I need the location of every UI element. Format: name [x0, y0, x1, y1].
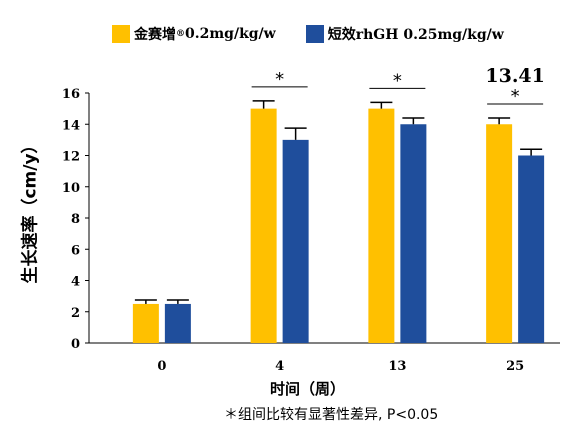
y-tick-label: 2 [71, 306, 80, 321]
x-tick-label: 25 [506, 359, 524, 374]
y-tick-label: 16 [62, 87, 80, 102]
y-tick-label: 6 [71, 243, 80, 258]
y-tick-label: 12 [62, 150, 80, 165]
bar-series-2 [164, 303, 191, 343]
legend-item-series-2: 短效rhGH 0.25mg/kg/w [305, 24, 504, 44]
significance-value-label: 13.41 [485, 65, 545, 87]
y-tick-label: 10 [62, 181, 80, 196]
y-tick-label: 8 [71, 212, 80, 227]
legend-label-series-1-dose: 0.2mg/kg/w [185, 26, 276, 42]
legend-item-series-1: 金赛增 ® 0.2mg/kg/w [112, 24, 276, 44]
y-tick-label: 14 [62, 118, 80, 133]
x-axis-title: 时间（周） [269, 380, 345, 398]
x-tick-label: 13 [388, 359, 406, 374]
significance-note: ＊组间比较有显著性差异, P<0.05 [224, 407, 439, 423]
x-tick-label: 4 [275, 359, 284, 374]
significance-star: * [511, 86, 520, 107]
legend: 金赛增 ® 0.2mg/kg/w 短效rhGH 0.25mg/kg/w [112, 24, 534, 44]
bar-series-1 [486, 124, 513, 343]
significance-star: * [275, 69, 284, 90]
legend-swatch-series-1 [112, 25, 130, 43]
legend-label-series-1: 金赛增 [134, 27, 176, 43]
legend-label-series-2: 短效rhGH 0.25mg/kg/w [327, 27, 504, 43]
bar-series-2 [518, 155, 545, 343]
legend-label-series-1-registered-mark: ® [176, 29, 185, 39]
legend-swatch-series-2 [305, 25, 324, 43]
y-tick-label: 0 [71, 337, 80, 352]
bar-series-1 [132, 303, 159, 343]
bar-series-1 [368, 108, 395, 343]
bar-series-1 [250, 108, 277, 343]
bar-series-2 [282, 139, 309, 343]
significance-star: * [393, 70, 402, 91]
y-tick-label: 4 [71, 275, 80, 290]
bar-series-2 [400, 124, 427, 343]
x-tick-label: 0 [157, 359, 166, 374]
